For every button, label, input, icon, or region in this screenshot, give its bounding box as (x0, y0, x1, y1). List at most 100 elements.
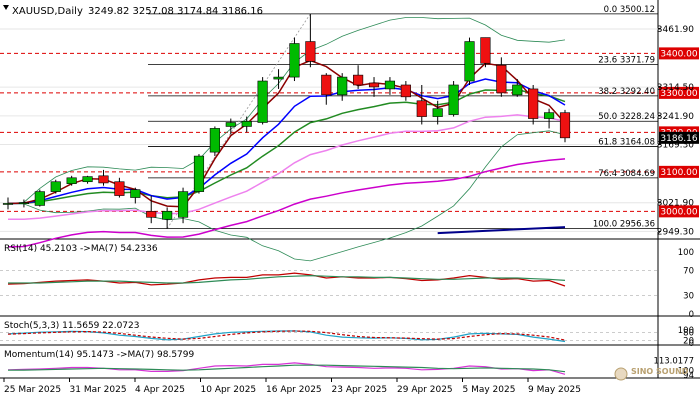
candle (559, 109, 571, 143)
candle-body (416, 100, 427, 117)
candle-body (193, 155, 205, 192)
rsi-panel: RSI(14) 45.2103 ->MA(7) 54.2336 100 70 30 0 (0, 244, 694, 320)
ema-blue-line (7, 78, 566, 205)
candle (416, 84, 427, 125)
candle-body (368, 82, 380, 88)
time-tick-label: 10 Apr 2025 (201, 385, 257, 395)
candle-body (400, 84, 411, 98)
candle-body (66, 177, 77, 185)
fib-label: 38.2 3292.40 (598, 87, 655, 97)
rsi-tick-label: 0 (689, 310, 694, 320)
fibonacci-lines: 0.0 3500.12 23.6 3371.79 38.2 3292.40 50.0 … (148, 5, 658, 230)
candle-body (337, 76, 348, 96)
level-label-box (659, 86, 699, 99)
candle (432, 100, 443, 125)
candle (257, 77, 268, 125)
candle-body (114, 181, 125, 196)
fib-label: 76.4 3084.69 (598, 169, 655, 179)
price-axis: 3461.90 3314.50 3241.90 3169.30 3021.90 2949.… (657, 25, 699, 237)
candle-body (162, 211, 173, 220)
price-tick-label: 3461.90 (657, 25, 694, 35)
candle-body (432, 108, 443, 117)
candle (98, 169, 109, 186)
candle (448, 81, 459, 117)
candle-body (177, 191, 189, 218)
candle (368, 77, 380, 97)
price-tick-label: 3314.50 (657, 83, 694, 93)
level-label-box (659, 47, 699, 60)
candle-body (82, 176, 93, 183)
stoch-tick-label: 20 (683, 336, 694, 346)
candle (241, 116, 252, 133)
candle (177, 187, 189, 224)
price-tick-label: 3241.90 (657, 112, 694, 122)
fib-label: 100.0 2956.36 (593, 220, 655, 230)
rsi-tick-label: 70 (683, 267, 694, 277)
candle (114, 177, 125, 198)
chart-header: XAUUSD,Daily 3249.82 3257.08 3174.84 318… (3, 5, 263, 17)
fib-label: 61.8 3164.08 (598, 138, 655, 148)
candle-body (2, 203, 14, 205)
candle (512, 79, 523, 97)
candle (146, 195, 157, 224)
watermark-text: SINO SOUND (631, 367, 689, 376)
candle-body (241, 121, 252, 127)
level-label: 3100.00 (660, 168, 697, 178)
momentum-label: Momentum(14) 95.1473 ->MA(7) 98.5799 (4, 350, 195, 360)
candle-body (384, 80, 396, 90)
candle-body (50, 181, 61, 192)
bollinger-lower-line (7, 130, 566, 262)
sma-green-line (7, 88, 566, 205)
candle (34, 189, 45, 207)
candle (353, 65, 364, 89)
candle-body (321, 74, 332, 96)
candle-body (146, 211, 157, 218)
candle-body (289, 43, 300, 78)
time-tick-label: 25 Mar 2025 (4, 385, 61, 395)
price-tick-label: 3021.90 (657, 199, 694, 209)
stoch-label: Stoch(5,3,3) 11.5659 22.0723 (4, 321, 139, 331)
candle-body (496, 64, 507, 94)
candle (18, 199, 29, 208)
candle-body (544, 112, 555, 119)
candle-body (353, 74, 364, 86)
momentum-series-line (7, 364, 566, 373)
candles (2, 13, 571, 229)
symbol-label: XAUUSD,Daily (12, 6, 83, 17)
chart-expand-icon[interactable] (3, 5, 9, 10)
stoch-series-line (7, 330, 566, 343)
stoch-tick-label: 0 (689, 339, 694, 349)
level-label: 3300.00 (660, 89, 697, 99)
time-tick-label: 5 May 2025 (463, 385, 516, 395)
rsi-tick-label: 100 (678, 248, 694, 258)
price-grid (0, 28, 658, 232)
stoch-series-line (7, 330, 566, 341)
candle (82, 175, 93, 184)
rsi-tick-label: 30 (683, 291, 694, 301)
fib-label: 0.0 3500.12 (604, 5, 655, 15)
candle (496, 57, 507, 97)
momentum-tick-label: 100 (678, 367, 694, 377)
sma-long-magenta-line (7, 158, 566, 248)
candle-body (209, 128, 220, 153)
candle-body (528, 88, 539, 119)
candle-body (98, 175, 109, 184)
rsi-label: RSI(14) 45.2103 ->MA(7) 54.2336 (4, 244, 158, 254)
candle (50, 179, 61, 194)
last-price-label: 3186.16 (660, 134, 697, 144)
time-tick-label: 29 Apr 2025 (397, 385, 453, 395)
time-tick-label: 23 Apr 2025 (332, 385, 388, 395)
watermark: SINO SOUND (614, 367, 689, 381)
candle-body (305, 41, 316, 62)
candle-body (225, 122, 236, 127)
sma-violet-line (7, 114, 566, 221)
fib-anchor-line (166, 13, 311, 229)
candle (162, 207, 173, 229)
candle-body (257, 80, 268, 123)
candle (130, 187, 141, 204)
watermark-logo-icon (614, 367, 628, 381)
bollinger-upper-line (7, 17, 566, 204)
